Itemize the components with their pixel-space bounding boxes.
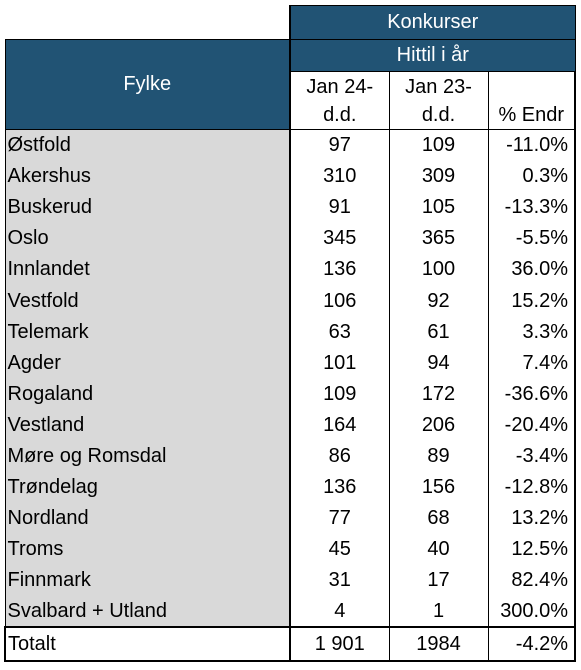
jan24-cell: 164 bbox=[290, 409, 390, 441]
header-row-sub: Fylke Hittil i år bbox=[4, 39, 576, 130]
fylke-cell: Troms bbox=[4, 533, 291, 565]
jan24-cell: 91 bbox=[290, 191, 390, 223]
endr-cell: -12.8% bbox=[488, 471, 577, 503]
table-row: Trøndelag 136 156 -12.8% bbox=[4, 471, 577, 503]
jan23-cell: 17 bbox=[389, 564, 489, 596]
jan23-cell: 172 bbox=[389, 378, 489, 410]
endr-cell: -11.0% bbox=[488, 128, 577, 161]
table-row: Østfold 97 109 -11.0% bbox=[4, 128, 577, 161]
table-row: Nordland 77 68 13.2% bbox=[4, 502, 577, 534]
total-label: Totalt bbox=[4, 626, 291, 662]
fylke-cell: Vestland bbox=[4, 409, 291, 441]
table-row: Buskerud 91 105 -13.3% bbox=[4, 191, 577, 223]
jan23-cell: 100 bbox=[389, 253, 489, 285]
jan23-cell: 109 bbox=[389, 128, 489, 161]
col-jan23-header: Jan 23- d.d. bbox=[389, 71, 489, 130]
fylke-cell: Oslo bbox=[4, 222, 291, 254]
jan24-cell: 136 bbox=[290, 253, 390, 285]
table-row: Agder 101 94 7.4% bbox=[4, 347, 577, 379]
table-body: Østfold 97 109 -11.0% Akershus 310 309 0.3% Busk… bbox=[4, 128, 577, 627]
endr-cell: -13.3% bbox=[488, 191, 577, 223]
sub-title: Hittil i år bbox=[289, 39, 576, 72]
jan24-cell: 63 bbox=[290, 316, 390, 348]
endr-cell: 13.2% bbox=[488, 502, 577, 534]
total-jan23: 1984 bbox=[389, 626, 489, 662]
jan24-cell: 31 bbox=[290, 564, 390, 596]
fylke-cell: Innlandet bbox=[4, 253, 291, 285]
jan23-cell: 156 bbox=[389, 471, 489, 503]
endr-cell: 15.2% bbox=[488, 284, 577, 317]
total-jan24: 1 901 bbox=[290, 626, 390, 662]
table-row: Akershus 310 309 0.3% bbox=[4, 160, 577, 192]
fylke-cell: Telemark bbox=[4, 316, 291, 348]
konkurser-table: Konkurser Fylke Hittil i år Jan 24- d.d.… bbox=[4, 5, 577, 662]
jan24-cell: 86 bbox=[290, 440, 390, 472]
endr-cell: 82.4% bbox=[488, 564, 577, 596]
jan24-cell: 109 bbox=[290, 378, 390, 410]
endr-cell: -20.4% bbox=[488, 409, 577, 441]
table-row: Møre og Romsdal 86 89 -3.4% bbox=[4, 440, 577, 472]
table-row: Vestfold 106 92 15.2% bbox=[4, 284, 577, 317]
fylke-cell: Rogaland bbox=[4, 378, 291, 410]
endr-cell: 36.0% bbox=[488, 253, 577, 285]
jan24-cell: 310 bbox=[290, 160, 390, 192]
header-row-group: Konkurser bbox=[5, 5, 576, 40]
endr-cell: -36.6% bbox=[488, 378, 577, 410]
fylke-cell: Vestfold bbox=[4, 284, 291, 317]
fylke-cell: Buskerud bbox=[4, 191, 291, 223]
table-row: Rogaland 109 172 -36.6% bbox=[4, 378, 577, 410]
jan24-cell: 136 bbox=[290, 471, 390, 503]
fylke-header: Fylke bbox=[4, 39, 291, 130]
fylke-cell: Finnmark bbox=[4, 564, 291, 596]
table-row: Troms 45 40 12.5% bbox=[4, 533, 577, 565]
jan23-cell: 1 bbox=[389, 595, 489, 627]
group-title: Konkurser bbox=[289, 5, 576, 40]
table-row: Telemark 63 61 3.3% bbox=[4, 316, 577, 348]
jan24-cell: 97 bbox=[290, 128, 390, 161]
fylke-cell: Østfold bbox=[4, 128, 291, 161]
jan24-cell: 4 bbox=[290, 595, 390, 627]
jan23-cell: 92 bbox=[389, 284, 489, 317]
jan23-cell: 94 bbox=[389, 347, 489, 379]
table-row: Oslo 345 365 -5.5% bbox=[4, 222, 577, 254]
endr-cell: 3.3% bbox=[488, 316, 577, 348]
header-row-columns: Jan 24- d.d. Jan 23- d.d. % Endr bbox=[5, 71, 577, 130]
endr-cell: -3.4% bbox=[488, 440, 577, 472]
fylke-cell: Møre og Romsdal bbox=[4, 440, 291, 472]
fylke-cell: Akershus bbox=[4, 160, 291, 192]
endr-cell: 300.0% bbox=[488, 595, 577, 627]
col-jan24-header: Jan 24- d.d. bbox=[290, 71, 390, 130]
total-row: Totalt 1 901 1984 -4.2% bbox=[4, 626, 577, 662]
jan23-cell: 365 bbox=[389, 222, 489, 254]
fylke-cell: Trøndelag bbox=[4, 471, 291, 503]
jan24-cell: 45 bbox=[290, 533, 390, 565]
jan24-cell: 77 bbox=[290, 502, 390, 534]
table-row: Svalbard + Utland 4 1 300.0% bbox=[4, 595, 577, 627]
table-row: Finnmark 31 17 82.4% bbox=[4, 564, 577, 596]
endr-cell: 0.3% bbox=[488, 160, 577, 192]
total-endr: -4.2% bbox=[488, 626, 577, 662]
col-endr-header: % Endr bbox=[488, 71, 577, 130]
fylke-cell: Agder bbox=[4, 347, 291, 379]
endr-cell: 7.4% bbox=[488, 347, 577, 379]
endr-cell: -5.5% bbox=[488, 222, 577, 254]
jan23-cell: 206 bbox=[389, 409, 489, 441]
jan23-cell: 40 bbox=[389, 533, 489, 565]
fylke-cell: Svalbard + Utland bbox=[4, 595, 291, 627]
jan23-cell: 61 bbox=[389, 316, 489, 348]
table-row: Vestland 164 206 -20.4% bbox=[4, 409, 577, 441]
jan24-cell: 101 bbox=[290, 347, 390, 379]
jan24-cell: 345 bbox=[290, 222, 390, 254]
jan23-cell: 105 bbox=[389, 191, 489, 223]
endr-cell: 12.5% bbox=[488, 533, 577, 565]
jan23-cell: 68 bbox=[389, 502, 489, 534]
jan23-cell: 309 bbox=[389, 160, 489, 192]
table-row: Innlandet 136 100 36.0% bbox=[4, 253, 577, 285]
jan24-cell: 106 bbox=[290, 284, 390, 317]
fylke-cell: Nordland bbox=[4, 502, 291, 534]
jan23-cell: 89 bbox=[389, 440, 489, 472]
header-blank-cell bbox=[5, 5, 291, 40]
